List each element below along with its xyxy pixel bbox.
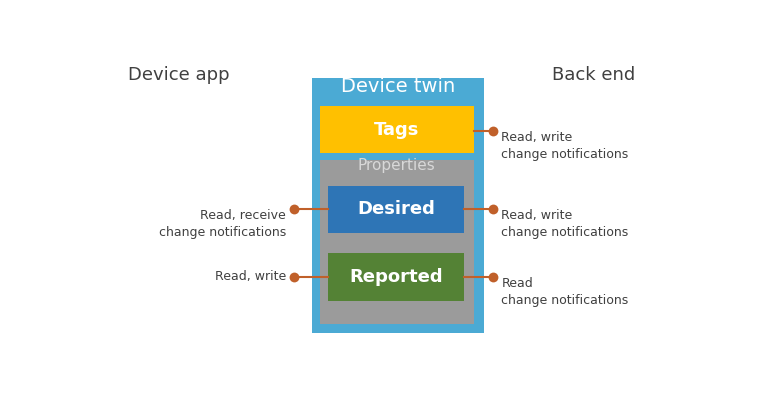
Point	[488, 128, 500, 134]
Text: Device twin: Device twin	[342, 76, 456, 96]
Bar	[328, 185, 464, 233]
Text: Desired: Desired	[357, 201, 435, 219]
Point	[288, 273, 300, 280]
Text: Reported: Reported	[349, 268, 443, 286]
Text: Read, write
change notifications: Read, write change notifications	[502, 131, 629, 161]
Point	[288, 206, 300, 213]
Point	[488, 206, 500, 213]
Text: Read
change notifications: Read change notifications	[502, 277, 629, 307]
Text: Read, write
change notifications: Read, write change notifications	[502, 209, 629, 239]
Text: Device app: Device app	[128, 66, 230, 84]
Text: Read, receive
change notifications: Read, receive change notifications	[159, 209, 286, 239]
Text: Back end: Back end	[551, 66, 635, 84]
Bar	[312, 78, 484, 333]
Point	[488, 273, 500, 280]
Text: Read, write: Read, write	[215, 270, 286, 283]
Bar	[320, 160, 474, 324]
Text: Properties: Properties	[358, 158, 435, 173]
Bar	[328, 253, 464, 300]
Bar	[320, 106, 474, 154]
Text: Tags: Tags	[374, 121, 420, 139]
